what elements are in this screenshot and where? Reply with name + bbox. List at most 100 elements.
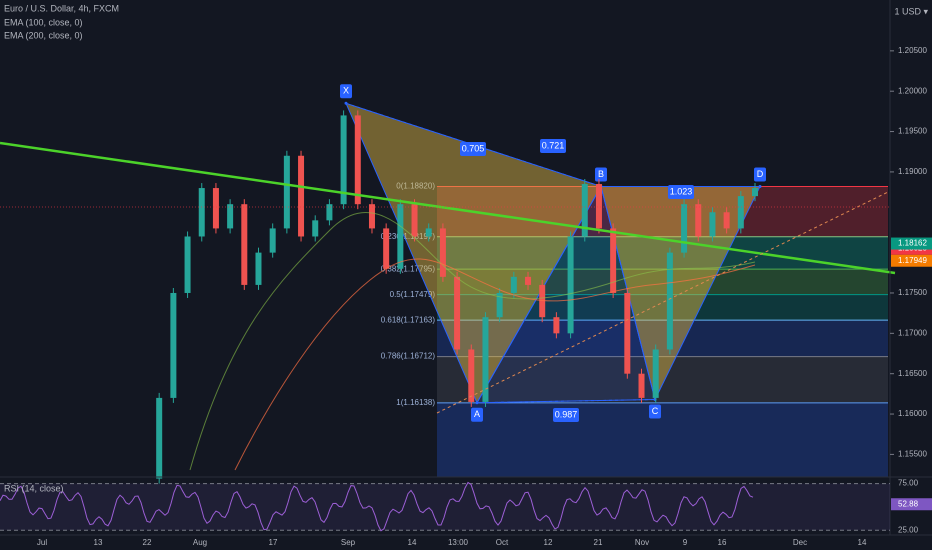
- fib-zone: [437, 356, 888, 403]
- candle-body: [227, 204, 234, 229]
- pattern-label: X: [343, 86, 349, 96]
- candle-body: [510, 276, 517, 293]
- ema-100: [189, 212, 756, 471]
- x-tick-label: 13:00: [448, 538, 469, 547]
- candle-body: [397, 204, 404, 269]
- x-tick-label: Oct: [496, 538, 509, 547]
- fib-label: 0.236(1.18197): [381, 232, 436, 241]
- x-tick-label: Sep: [341, 538, 356, 547]
- pattern-diagonal: [345, 102, 760, 187]
- candle-body: [156, 397, 163, 479]
- y-tick-label: 1.15500: [898, 450, 927, 459]
- candle-body: [269, 228, 276, 253]
- candle-body: [312, 220, 319, 237]
- candle-body: [170, 292, 177, 398]
- x-tick-label: 14: [408, 538, 417, 547]
- fib-label: 0.5(1.17479): [390, 290, 436, 299]
- pattern-point: [475, 401, 479, 405]
- fib-label: 0.382(1.17795): [381, 264, 436, 273]
- pattern-label-box: [471, 407, 483, 422]
- fib-label: 0.786(1.16712): [381, 352, 436, 361]
- ratio-label: 0.705: [462, 143, 485, 153]
- pattern-label-box: [754, 167, 766, 182]
- x-tick-label: 12: [544, 538, 553, 547]
- rsi-tick-label: 25.00: [898, 525, 919, 534]
- candle-body: [624, 292, 631, 374]
- rsi-badge: [891, 498, 932, 511]
- ratio-label: 0.721: [542, 140, 565, 150]
- pattern-label-box: [649, 404, 661, 419]
- candles: [156, 110, 758, 484]
- candle-body: [340, 115, 347, 205]
- x-tick-label: 22: [143, 538, 152, 547]
- candle-body: [241, 204, 248, 285]
- candle-body: [368, 204, 375, 229]
- rsi-band: [0, 483, 890, 531]
- rsi-tick-label: 75.00: [898, 479, 919, 488]
- candle-body: [752, 188, 758, 197]
- ema-200: [234, 258, 756, 471]
- y-tick-label: 1.20500: [898, 46, 927, 55]
- candle-body: [595, 184, 602, 229]
- y-tick-label: 1.17500: [898, 288, 927, 297]
- candle-body: [496, 292, 503, 318]
- candle-body: [482, 317, 489, 402]
- candle-body: [610, 228, 617, 293]
- fib-zone: [437, 236, 888, 270]
- symbol-title: Euro / U.S. Dollar, 4h, FXCM: [4, 3, 119, 13]
- candle-body: [468, 349, 475, 402]
- candle-body: [326, 204, 333, 221]
- ratio-box: [540, 139, 566, 153]
- rsi-title: RSI (14, close): [4, 483, 64, 493]
- candle-body: [553, 317, 560, 334]
- fib-zone: [437, 186, 888, 237]
- pattern-label: D: [757, 169, 764, 179]
- fib-zone: [437, 402, 888, 477]
- price-badge-label: 1.18162: [898, 239, 927, 248]
- pattern-point: [344, 101, 348, 105]
- rsi-badge-label: 52.88: [898, 499, 919, 508]
- candle-body: [723, 212, 730, 229]
- x-tick-label: 9: [683, 538, 688, 547]
- candle-body: [439, 228, 446, 277]
- fib-label: 1(1.16138): [396, 398, 435, 407]
- candle-body: [539, 284, 546, 318]
- x-tick-label: Dec: [793, 538, 807, 547]
- ratio-box: [460, 142, 486, 156]
- x-tick-label: Aug: [193, 538, 207, 547]
- pattern-label: C: [652, 406, 659, 416]
- ratio-box: [553, 408, 579, 422]
- x-tick-label: 21: [594, 538, 603, 547]
- ratio-box: [668, 185, 694, 199]
- candle-body: [638, 373, 645, 398]
- pattern-label-box: [595, 167, 607, 182]
- candle-body: [567, 236, 574, 334]
- pattern-label: A: [474, 409, 480, 419]
- trend-line: [0, 141, 896, 275]
- candle-body: [198, 188, 205, 237]
- y-tick-label: 1.19500: [898, 127, 927, 136]
- candle-body: [695, 204, 702, 237]
- price-badge: [891, 254, 932, 267]
- rsi-line: [0, 481, 754, 532]
- indicator-label: EMA (100, close, 0): [4, 17, 83, 27]
- candle-body: [411, 204, 418, 237]
- candle-body: [454, 276, 461, 350]
- price-badge-label: 1.17949: [898, 256, 927, 265]
- y-tick-label: 1.19000: [898, 167, 927, 176]
- pattern-label-box: [340, 84, 352, 99]
- ratio-label: 1.023: [670, 186, 693, 196]
- axes: 1.20500 1.20000 1.19500 1.19000 1.17500 1.170…: [37, 46, 932, 547]
- ratio-label: 0.987: [555, 409, 578, 419]
- x-tick-label: Nov: [635, 538, 649, 547]
- candle-body: [383, 228, 390, 269]
- rsi-pane: 75.00 25.00 52.88: [0, 479, 932, 534]
- price-badge: [891, 237, 932, 250]
- candle-body: [681, 204, 688, 253]
- candle-body: [737, 196, 744, 229]
- y-tick-label: 1.16000: [898, 409, 927, 418]
- candle-body: [354, 115, 361, 205]
- candle-body: [525, 276, 532, 285]
- currency: 1 USD ▾: [894, 6, 928, 16]
- candle-body: [666, 252, 673, 350]
